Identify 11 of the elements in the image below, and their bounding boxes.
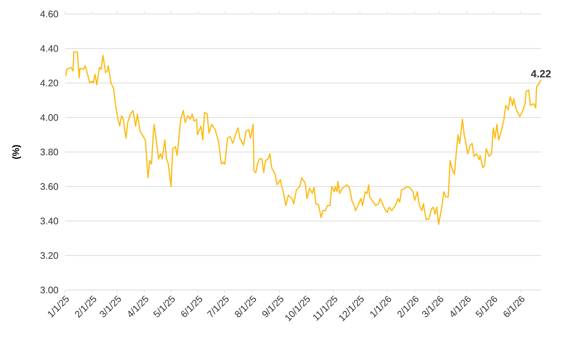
- y-tick-label: 4.40: [40, 45, 58, 52]
- y-tick-label: 3.40: [40, 218, 58, 224]
- y-tick-label: 4.60: [40, 10, 58, 18]
- y-tick-label: 3.00: [40, 286, 58, 294]
- y-tick-label: 3.80: [40, 148, 58, 156]
- annotation: 4.22: [530, 70, 551, 78]
- y-axis-title: (%): [12, 145, 22, 159]
- y-tick-label: 4.20: [40, 80, 58, 86]
- y-tick-label: 3.60: [40, 183, 58, 190]
- y-tick-label: 4.00: [40, 114, 58, 121]
- y-tick-label: 3.20: [40, 252, 58, 259]
